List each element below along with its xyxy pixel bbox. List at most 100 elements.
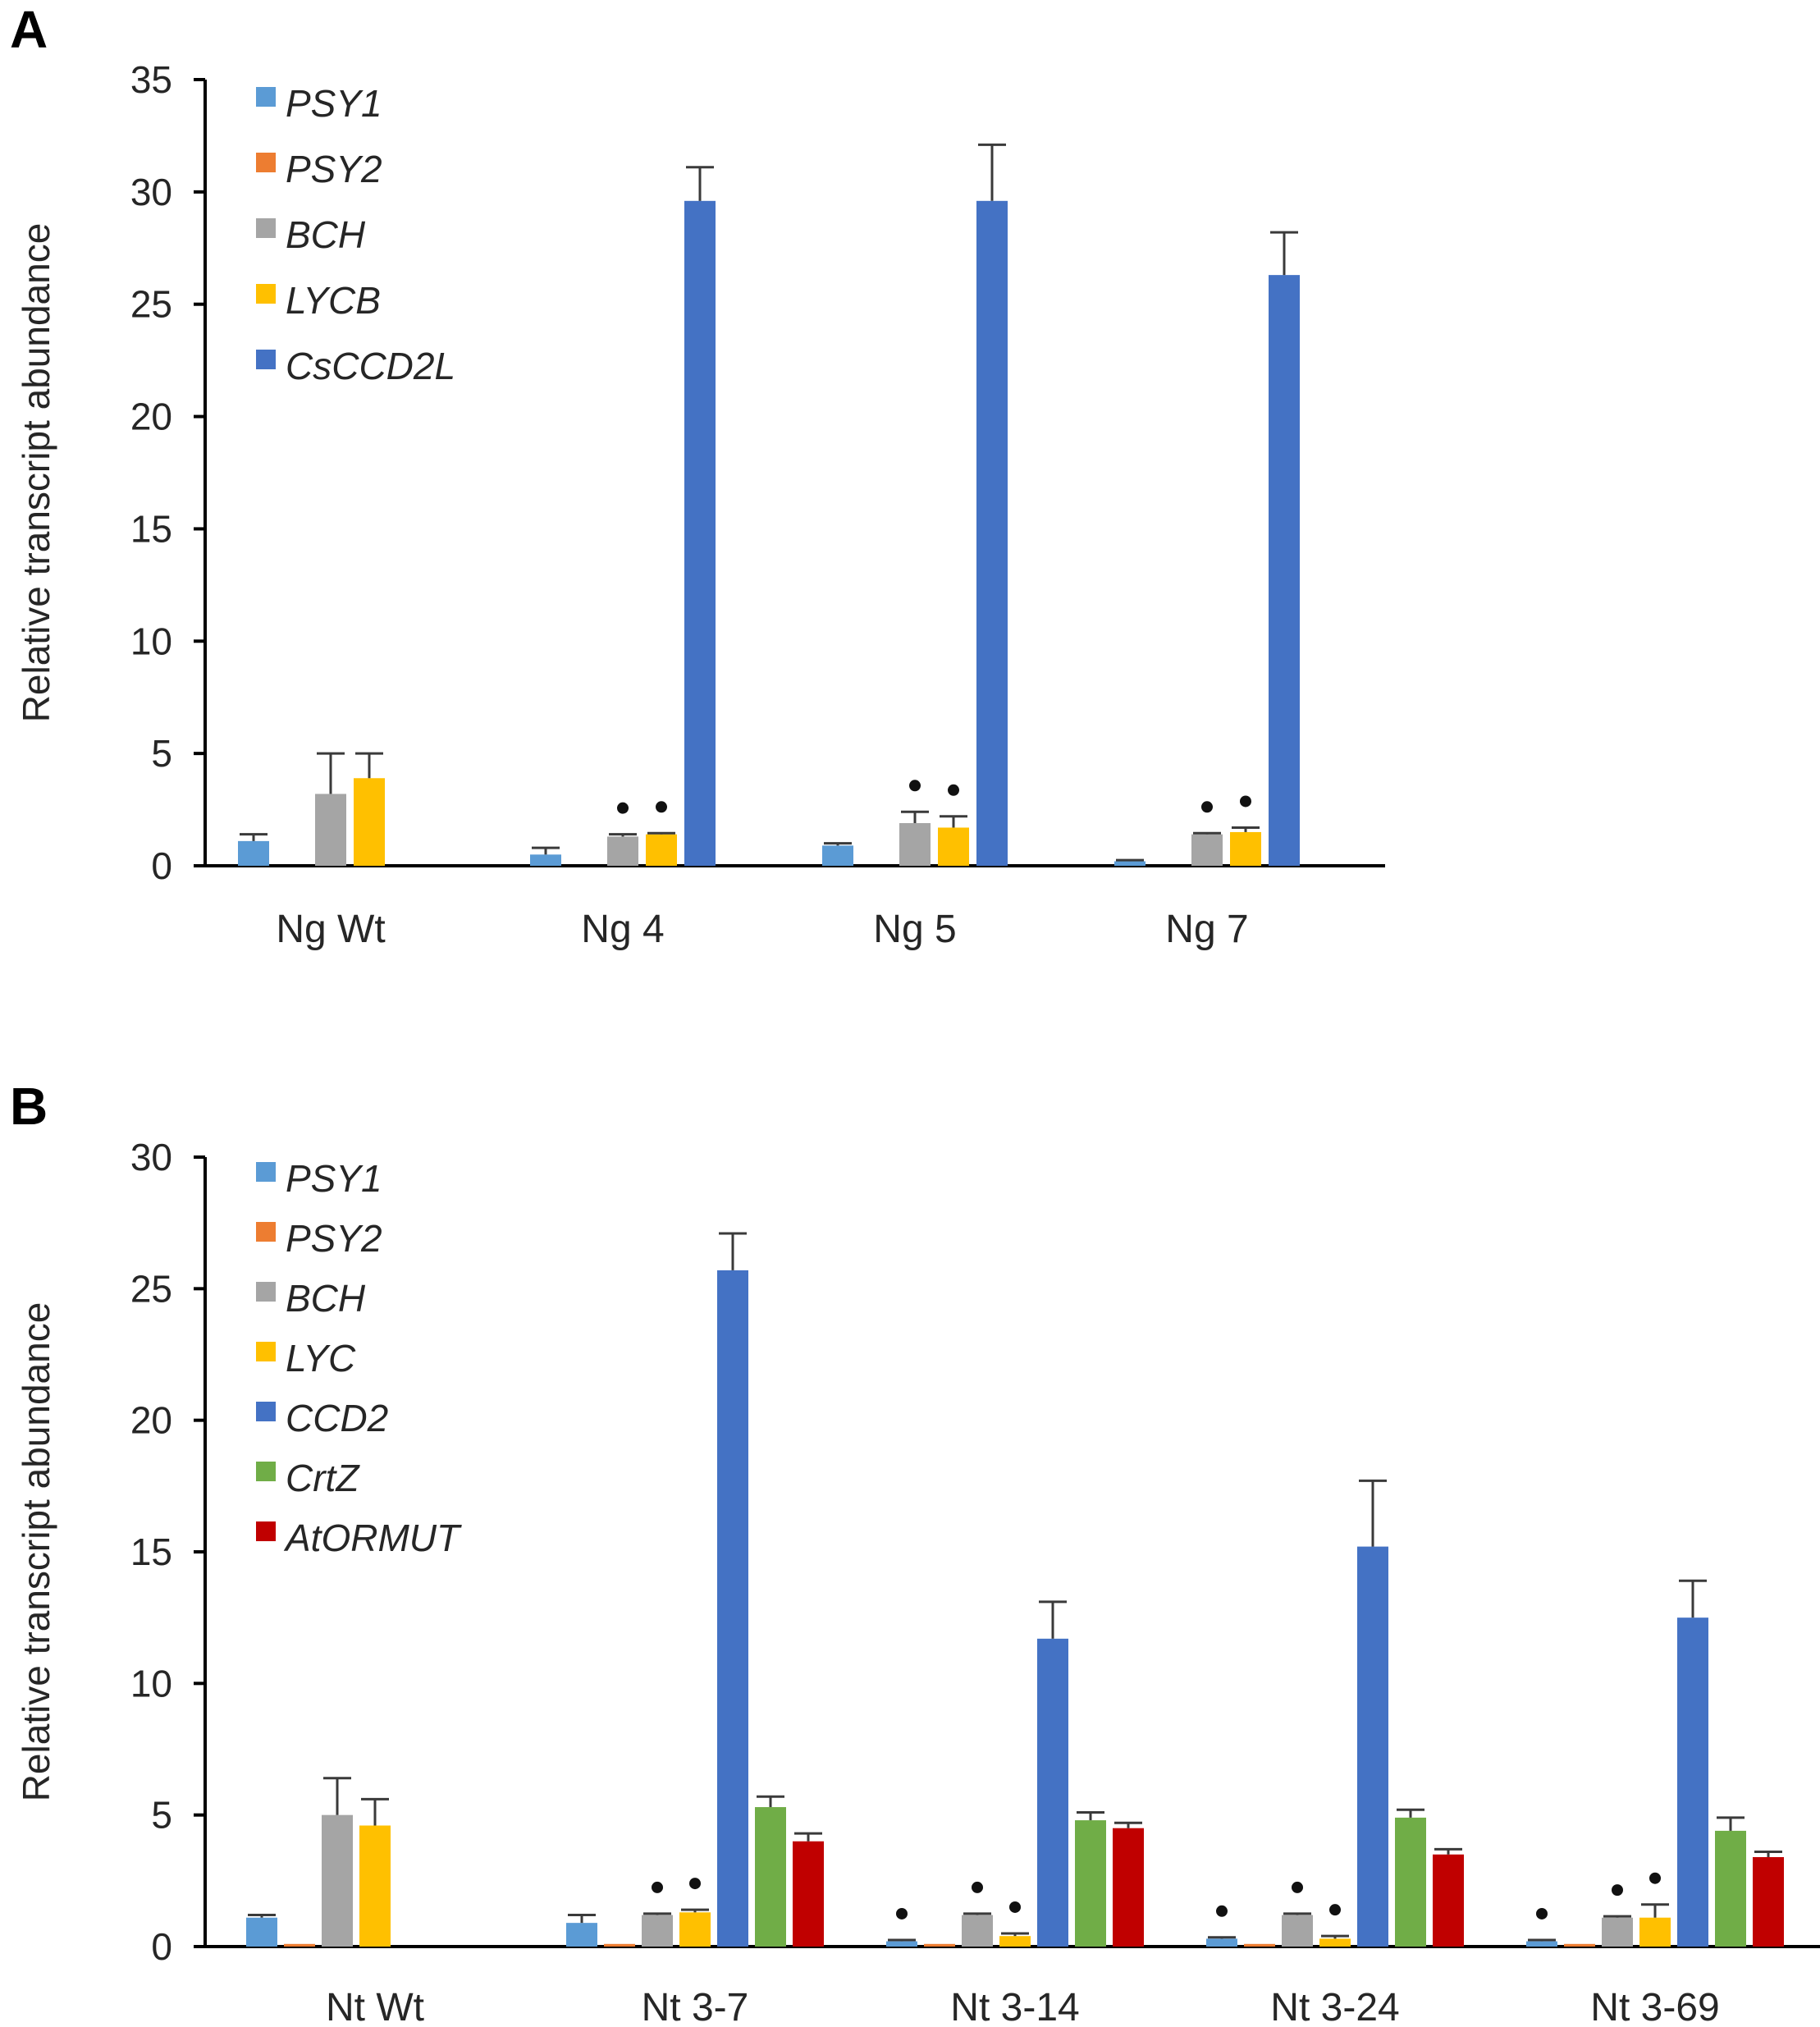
panel-b-chart: 0 5 10 15 20 25 30 Relative transcript abundanc… (15, 1136, 1820, 2027)
legend-label-atormut: AtORMUT (283, 1517, 462, 1559)
bar-crtz-nt-3-7 (755, 1807, 786, 1947)
legend-swatch-psy1 (256, 87, 276, 107)
bar-csccd2l-ng-4 (684, 200, 716, 866)
bar-bch-nt-3-7 (642, 1915, 673, 1947)
bar-psy1-ng-4 (530, 854, 561, 866)
significance-marker (1240, 795, 1251, 808)
legend-label-crtz: CrtZ (286, 1457, 360, 1499)
legend-swatch-bch (256, 218, 276, 238)
legend-label-psy2: PSY2 (286, 1217, 382, 1260)
y-tick-label: 5 (151, 732, 172, 775)
y-tick-label: 20 (130, 396, 172, 438)
bar-psy1-ng-wt (238, 840, 269, 866)
significance-marker (1649, 1872, 1661, 1884)
y-axis-label: Relative transcript abundance (15, 1302, 57, 1802)
legend-label-bch: BCH (286, 1277, 366, 1320)
legend-label-csccd2l: CsCCD2L (286, 345, 455, 387)
legend-label-lyc: LYC (286, 1337, 356, 1380)
y-tick-label: 25 (130, 1267, 172, 1310)
legend-label-ccd2: CCD2 (286, 1397, 388, 1439)
bar-lycb-ng-4 (646, 834, 677, 866)
bar-psy1-nt-3-7 (566, 1923, 597, 1947)
y-tick-label: 10 (130, 620, 172, 662)
legend-swatch-lycb (256, 284, 276, 304)
bar-crtz-nt-3-24 (1395, 1817, 1426, 1947)
bar-crtz-nt-3-69 (1715, 1830, 1746, 1947)
bar-csccd2l-ng-5 (976, 200, 1008, 866)
bar-atormut-nt-3-14 (1113, 1828, 1144, 1947)
category-label: Nt 3-69 (1590, 1986, 1719, 2027)
significance-marker (1009, 1901, 1021, 1913)
category-label: Ng Wt (276, 908, 385, 951)
bar-psy2-nt-3-69 (1564, 1943, 1595, 1947)
legend-swatch-lyc (256, 1342, 276, 1361)
significance-marker (948, 784, 959, 796)
legend-swatch-psy2 (256, 1222, 276, 1242)
category-label: Ng 4 (581, 908, 664, 951)
bar-lyc-nt-3-7 (679, 1912, 711, 1947)
bar-psy2-nt-3-24 (1244, 1943, 1275, 1947)
bar-ccd2-nt-3-14 (1037, 1638, 1068, 1947)
category-label: Nt 3-24 (1270, 1986, 1399, 2027)
legend-swatch-ccd2 (256, 1402, 276, 1421)
bar-psy1-nt-wt (246, 1917, 277, 1947)
bar-psy1-ng-7 (1114, 861, 1146, 866)
significance-marker (656, 801, 667, 813)
legend-swatch-psy2 (256, 153, 276, 172)
legend-swatch-psy1 (256, 1162, 276, 1182)
bar-bch-ng-4 (607, 836, 638, 866)
bar-ccd2-nt-3-7 (717, 1270, 748, 1947)
bar-psy2-nt-3-14 (924, 1943, 955, 1947)
bar-bch-nt-3-69 (1602, 1917, 1633, 1947)
significance-marker (1292, 1881, 1303, 1893)
y-tick-label: 35 (130, 58, 172, 101)
legend-swatch-atormut (256, 1521, 276, 1541)
significance-marker (909, 780, 921, 792)
category-label: Ng 7 (1165, 908, 1248, 951)
y-tick-label: 15 (130, 1531, 172, 1573)
bar-ccd2-nt-3-24 (1357, 1546, 1388, 1947)
legend-swatch-bch (256, 1282, 276, 1302)
significance-marker (617, 802, 629, 814)
bar-ccd2-nt-3-69 (1677, 1617, 1708, 1947)
legend-label-psy1: PSY1 (286, 82, 382, 125)
bar-psy2-nt-wt (284, 1943, 315, 1947)
category-label: Nt 3-14 (950, 1986, 1079, 2027)
bar-psy1-ng-5 (822, 845, 853, 866)
significance-marker (1216, 1905, 1228, 1917)
y-tick-label: 5 (151, 1794, 172, 1837)
bar-lyc-nt-3-24 (1319, 1938, 1351, 1947)
legend-label-lycb: LYCB (286, 279, 381, 322)
y-tick-label: 30 (130, 171, 172, 213)
bar-lyc-nt-3-14 (999, 1936, 1031, 1947)
significance-marker (652, 1881, 663, 1893)
significance-marker (896, 1907, 908, 1919)
category-label: Ng 5 (873, 908, 956, 951)
bar-crtz-nt-3-14 (1075, 1820, 1106, 1947)
bar-bch-nt-wt (322, 1814, 353, 1947)
significance-marker (1536, 1907, 1548, 1919)
bar-lycb-ng-wt (354, 778, 385, 866)
bar-psy1-nt-3-14 (886, 1941, 917, 1947)
category-label: Nt 3-7 (642, 1986, 749, 2027)
bar-lycb-ng-5 (938, 827, 969, 866)
bar-bch-ng-7 (1191, 834, 1223, 866)
bar-psy1-nt-3-69 (1526, 1941, 1557, 1947)
panel-label-a: A (10, 0, 48, 59)
legend-label-psy2: PSY2 (286, 148, 382, 190)
significance-marker (1612, 1884, 1623, 1897)
panel-a-chart: 0 5 10 15 20 25 30 35 Relative transcript abunda… (15, 58, 1385, 951)
y-tick-label: 10 (130, 1662, 172, 1704)
significance-marker (689, 1878, 701, 1890)
y-tick-label: 30 (130, 1136, 172, 1178)
bar-psy2-nt-3-7 (604, 1943, 635, 1947)
legend-label-bch: BCH (286, 213, 366, 256)
bar-bch-ng-5 (899, 822, 931, 866)
bar-lyc-nt-wt (359, 1825, 391, 1947)
legend-swatch-csccd2l (256, 350, 276, 369)
significance-marker (1329, 1904, 1341, 1916)
y-tick-label: 0 (151, 1925, 172, 1968)
bar-lyc-nt-3-69 (1639, 1917, 1671, 1947)
bar-psy1-nt-3-24 (1206, 1938, 1237, 1947)
